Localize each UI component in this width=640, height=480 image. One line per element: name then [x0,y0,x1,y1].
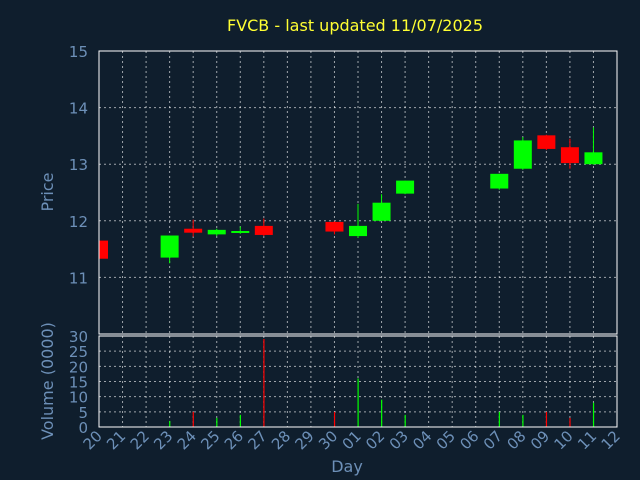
x-tick-label: 21 [103,427,129,453]
candle-body [537,135,556,149]
candle-body [372,202,391,221]
volume-bar [333,411,336,427]
x-axis-label: Day [331,457,363,476]
volume-bar [192,411,194,427]
x-tick-label: 09 [527,427,553,453]
volume-y-tick-label: 25 [69,343,88,361]
volume-y-tick-label: 20 [69,358,88,376]
volume-bar [404,414,406,427]
x-tick-label: 28 [268,427,294,453]
volume-bar [522,414,524,427]
candle-body [396,180,415,194]
x-tick-label: 12 [598,427,624,453]
candle-body [184,228,203,233]
x-tick-label: 01 [339,427,365,453]
volume-bar [381,399,383,427]
volume-bar [216,417,218,427]
volume-bar [569,417,571,427]
volume-y-tick-label: 15 [69,374,88,392]
candle-body [99,240,108,259]
candle-body [207,229,226,235]
x-tick-label: 02 [362,427,388,453]
candle-body [490,173,509,189]
volume-bars [169,339,595,427]
x-tick-label: 26 [221,427,247,453]
volume-y-axis-label: Volume (0000) [38,322,57,440]
x-tick-label: 24 [174,427,200,453]
candle-body [349,225,367,237]
x-ticks: 2021222324252627282930010203040506070809… [80,427,624,453]
volume-bar [545,411,548,427]
volume-plot-frame [98,335,618,428]
candle-body [560,147,579,164]
price-y-tick-label: 12 [69,213,88,231]
x-tick-label: 08 [503,427,529,453]
price-y-tick-label: 11 [69,269,88,287]
price-y-tick-label: 15 [69,43,88,61]
x-tick-label: 22 [127,427,153,453]
volume-bar [239,414,241,427]
candle-body [254,225,273,235]
volume-bar [357,378,359,427]
candle-body [584,152,603,165]
x-tick-label: 06 [456,427,482,453]
x-tick-label: 25 [197,427,223,453]
volume-y-tick-label: 5 [78,404,88,422]
candle-body [325,221,344,232]
x-tick-label: 07 [480,427,506,453]
candle-body [160,235,179,258]
x-tick-label: 23 [150,427,176,453]
volume-bar [498,411,500,427]
volume-y-tick-label: 30 [69,328,88,346]
x-tick-label: 10 [551,427,577,453]
price-candles [98,127,603,264]
volume-bar [169,420,171,427]
candle-body [231,230,250,233]
price-y-tick-label: 14 [69,100,88,118]
candle-body [513,140,532,169]
volume-y-tick-label: 0 [78,419,88,437]
x-tick-label: 27 [244,427,270,453]
price-y-ticks: 11 12 13 14 15 [69,43,88,287]
x-tick-label: 11 [574,427,600,453]
price-grid [99,51,617,334]
price-y-axis-label: Price [38,172,57,211]
volume-bar [263,339,265,427]
price-y-tick-label: 13 [69,156,88,174]
price-plot-frame [98,50,618,335]
chart-title: FVCB - last updated 11/07/2025 [227,16,483,35]
x-tick-label: 04 [409,427,435,453]
volume-y-tick-label: 10 [69,389,88,407]
x-tick-label: 03 [386,427,412,453]
x-tick-label: 30 [315,427,341,453]
x-tick-label: 05 [433,427,459,453]
volume-bar [592,402,595,427]
x-tick-label: 29 [292,427,318,453]
